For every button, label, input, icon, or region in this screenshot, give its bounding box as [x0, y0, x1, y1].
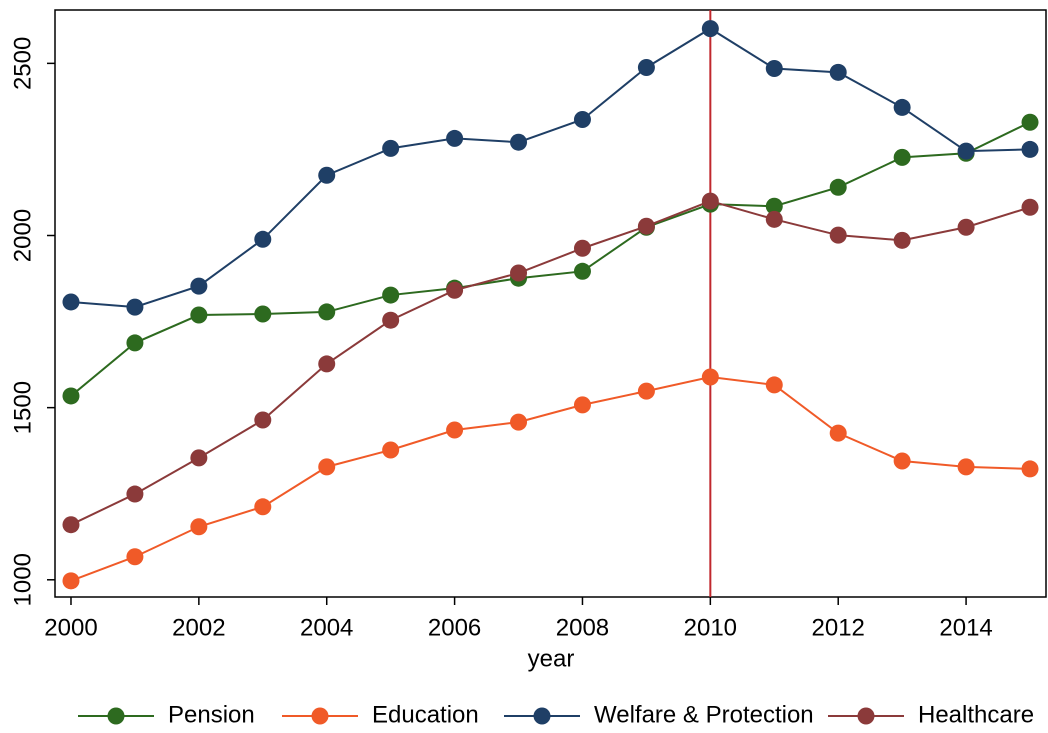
data-point [637, 217, 655, 235]
legend-marker [857, 707, 875, 725]
data-point [126, 298, 144, 316]
data-point [829, 178, 847, 196]
data-point [126, 334, 144, 352]
data-point [62, 387, 80, 405]
data-point [446, 421, 464, 439]
series-line [70, 27, 1031, 309]
data-point [573, 262, 591, 280]
data-point [190, 306, 208, 324]
data-point [765, 60, 783, 78]
data-point [957, 458, 975, 476]
data-point [190, 277, 208, 295]
data-point [829, 226, 847, 244]
data-point [1021, 198, 1039, 216]
legend-label: Pension [168, 701, 255, 728]
x-tick-label: 2004 [300, 614, 353, 641]
data-point [510, 413, 528, 431]
data-point [318, 303, 336, 321]
data-point [893, 148, 911, 166]
x-tick-label: 2000 [44, 614, 97, 641]
x-tick-label: 2002 [172, 614, 225, 641]
data-point [765, 376, 783, 394]
data-point [382, 311, 400, 329]
data-point [62, 572, 80, 590]
x-tick-label: 2006 [428, 614, 481, 641]
data-point [829, 63, 847, 81]
data-point [893, 452, 911, 470]
data-point [62, 293, 80, 311]
data-point [893, 98, 911, 116]
data-point [318, 458, 336, 476]
data-point [957, 218, 975, 236]
data-point [318, 166, 336, 184]
data-point [765, 210, 783, 228]
y-tick-label: 1000 [9, 553, 36, 606]
series-line [70, 200, 1031, 526]
legend-label: Welfare & Protection [594, 701, 814, 728]
legend-label: Healthcare [918, 701, 1034, 728]
data-point [893, 231, 911, 249]
data-point [318, 355, 336, 373]
data-point [446, 281, 464, 299]
data-point [637, 58, 655, 76]
data-point [254, 411, 272, 429]
data-point [573, 110, 591, 128]
legend-marker [107, 707, 125, 725]
data-point [190, 518, 208, 536]
data-point [126, 485, 144, 503]
data-point [573, 239, 591, 257]
data-point [510, 264, 528, 282]
data-point [701, 20, 719, 38]
x-tick-label: 2012 [812, 614, 865, 641]
legend-marker [311, 707, 329, 725]
data-point [126, 548, 144, 566]
data-point [254, 305, 272, 323]
data-point [382, 441, 400, 459]
data-point [510, 133, 528, 151]
data-point [446, 129, 464, 147]
data-point [382, 139, 400, 157]
data-point [62, 516, 80, 534]
data-point [637, 382, 655, 400]
plot-frame [54, 9, 1047, 598]
legend-label: Education [372, 701, 479, 728]
data-point [1021, 460, 1039, 478]
data-point [765, 197, 783, 215]
x-tick-label: 2008 [556, 614, 609, 641]
data-point [829, 424, 847, 442]
data-point [573, 396, 591, 414]
data-point [254, 230, 272, 248]
y-tick-label: 1500 [9, 381, 36, 434]
data-point [254, 498, 272, 516]
series-line [70, 121, 1031, 397]
data-point [701, 368, 719, 386]
legend-marker [533, 707, 551, 725]
data-point [1021, 113, 1039, 131]
data-point [701, 192, 719, 210]
series-line [70, 375, 1031, 582]
data-point [382, 286, 400, 304]
x-axis-label: year [528, 645, 575, 672]
x-tick-label: 2010 [684, 614, 737, 641]
data-point [1021, 140, 1039, 158]
data-point [957, 142, 975, 160]
y-tick-label: 2000 [9, 209, 36, 262]
data-point [190, 449, 208, 467]
y-tick-label: 2500 [9, 37, 36, 90]
x-tick-label: 2014 [939, 614, 992, 641]
